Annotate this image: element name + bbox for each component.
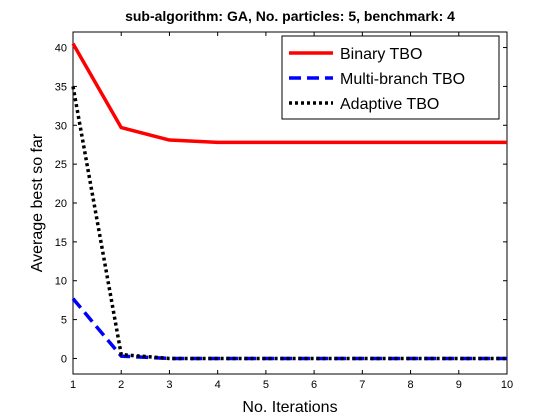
- x-tick-label: 5: [263, 379, 269, 391]
- y-tick-label: 30: [55, 120, 67, 132]
- ticks-layer: 1 2 3 4 5 6 7 8 9 10 0 5 10 15 20 25 30 35 40: [55, 32, 513, 391]
- chart-title: sub-algorithm: GA, No. particles: 5, ben…: [125, 8, 455, 24]
- y-axis-label: Average best so far: [29, 133, 46, 272]
- x-tick-label: 8: [407, 379, 413, 391]
- x-tick-label: 10: [501, 379, 513, 391]
- y-tick-label: 5: [61, 315, 67, 327]
- legend-label-adaptive-tbo: Adaptive TBO: [340, 96, 439, 113]
- y-tick-label: 40: [55, 43, 67, 55]
- x-tick-label: 7: [359, 379, 365, 391]
- y-tick-label: 35: [55, 81, 67, 93]
- lines-layer: [71, 42, 507, 361]
- y-tick-label: 10: [55, 276, 67, 288]
- y-tick-label: 20: [55, 198, 67, 210]
- x-tick-label: 2: [118, 379, 124, 391]
- series-line-binary-tbo: [71, 42, 507, 145]
- legend-label-binary-tbo: Binary TBO: [340, 46, 422, 63]
- y-tick-label: 0: [61, 353, 67, 365]
- x-tick-label: 3: [166, 379, 172, 391]
- x-axis-label: No. Iterations: [242, 399, 337, 416]
- x-tick-label: 6: [311, 379, 317, 391]
- legend-items: Binary TBO Multi-branch TBO Adaptive TBO: [289, 46, 465, 113]
- legend: Binary TBO Multi-branch TBO Adaptive TBO: [281, 35, 500, 120]
- legend-label-multi-branch-tbo: Multi-branch TBO: [340, 71, 465, 88]
- y-tick-label: 25: [55, 159, 67, 171]
- series-line-adaptive-tbo: [71, 86, 507, 361]
- x-tick-label: 4: [215, 379, 221, 391]
- y-tick-label: 15: [55, 237, 67, 249]
- x-tick-label: 1: [70, 379, 76, 391]
- x-tick-label: 9: [456, 379, 462, 391]
